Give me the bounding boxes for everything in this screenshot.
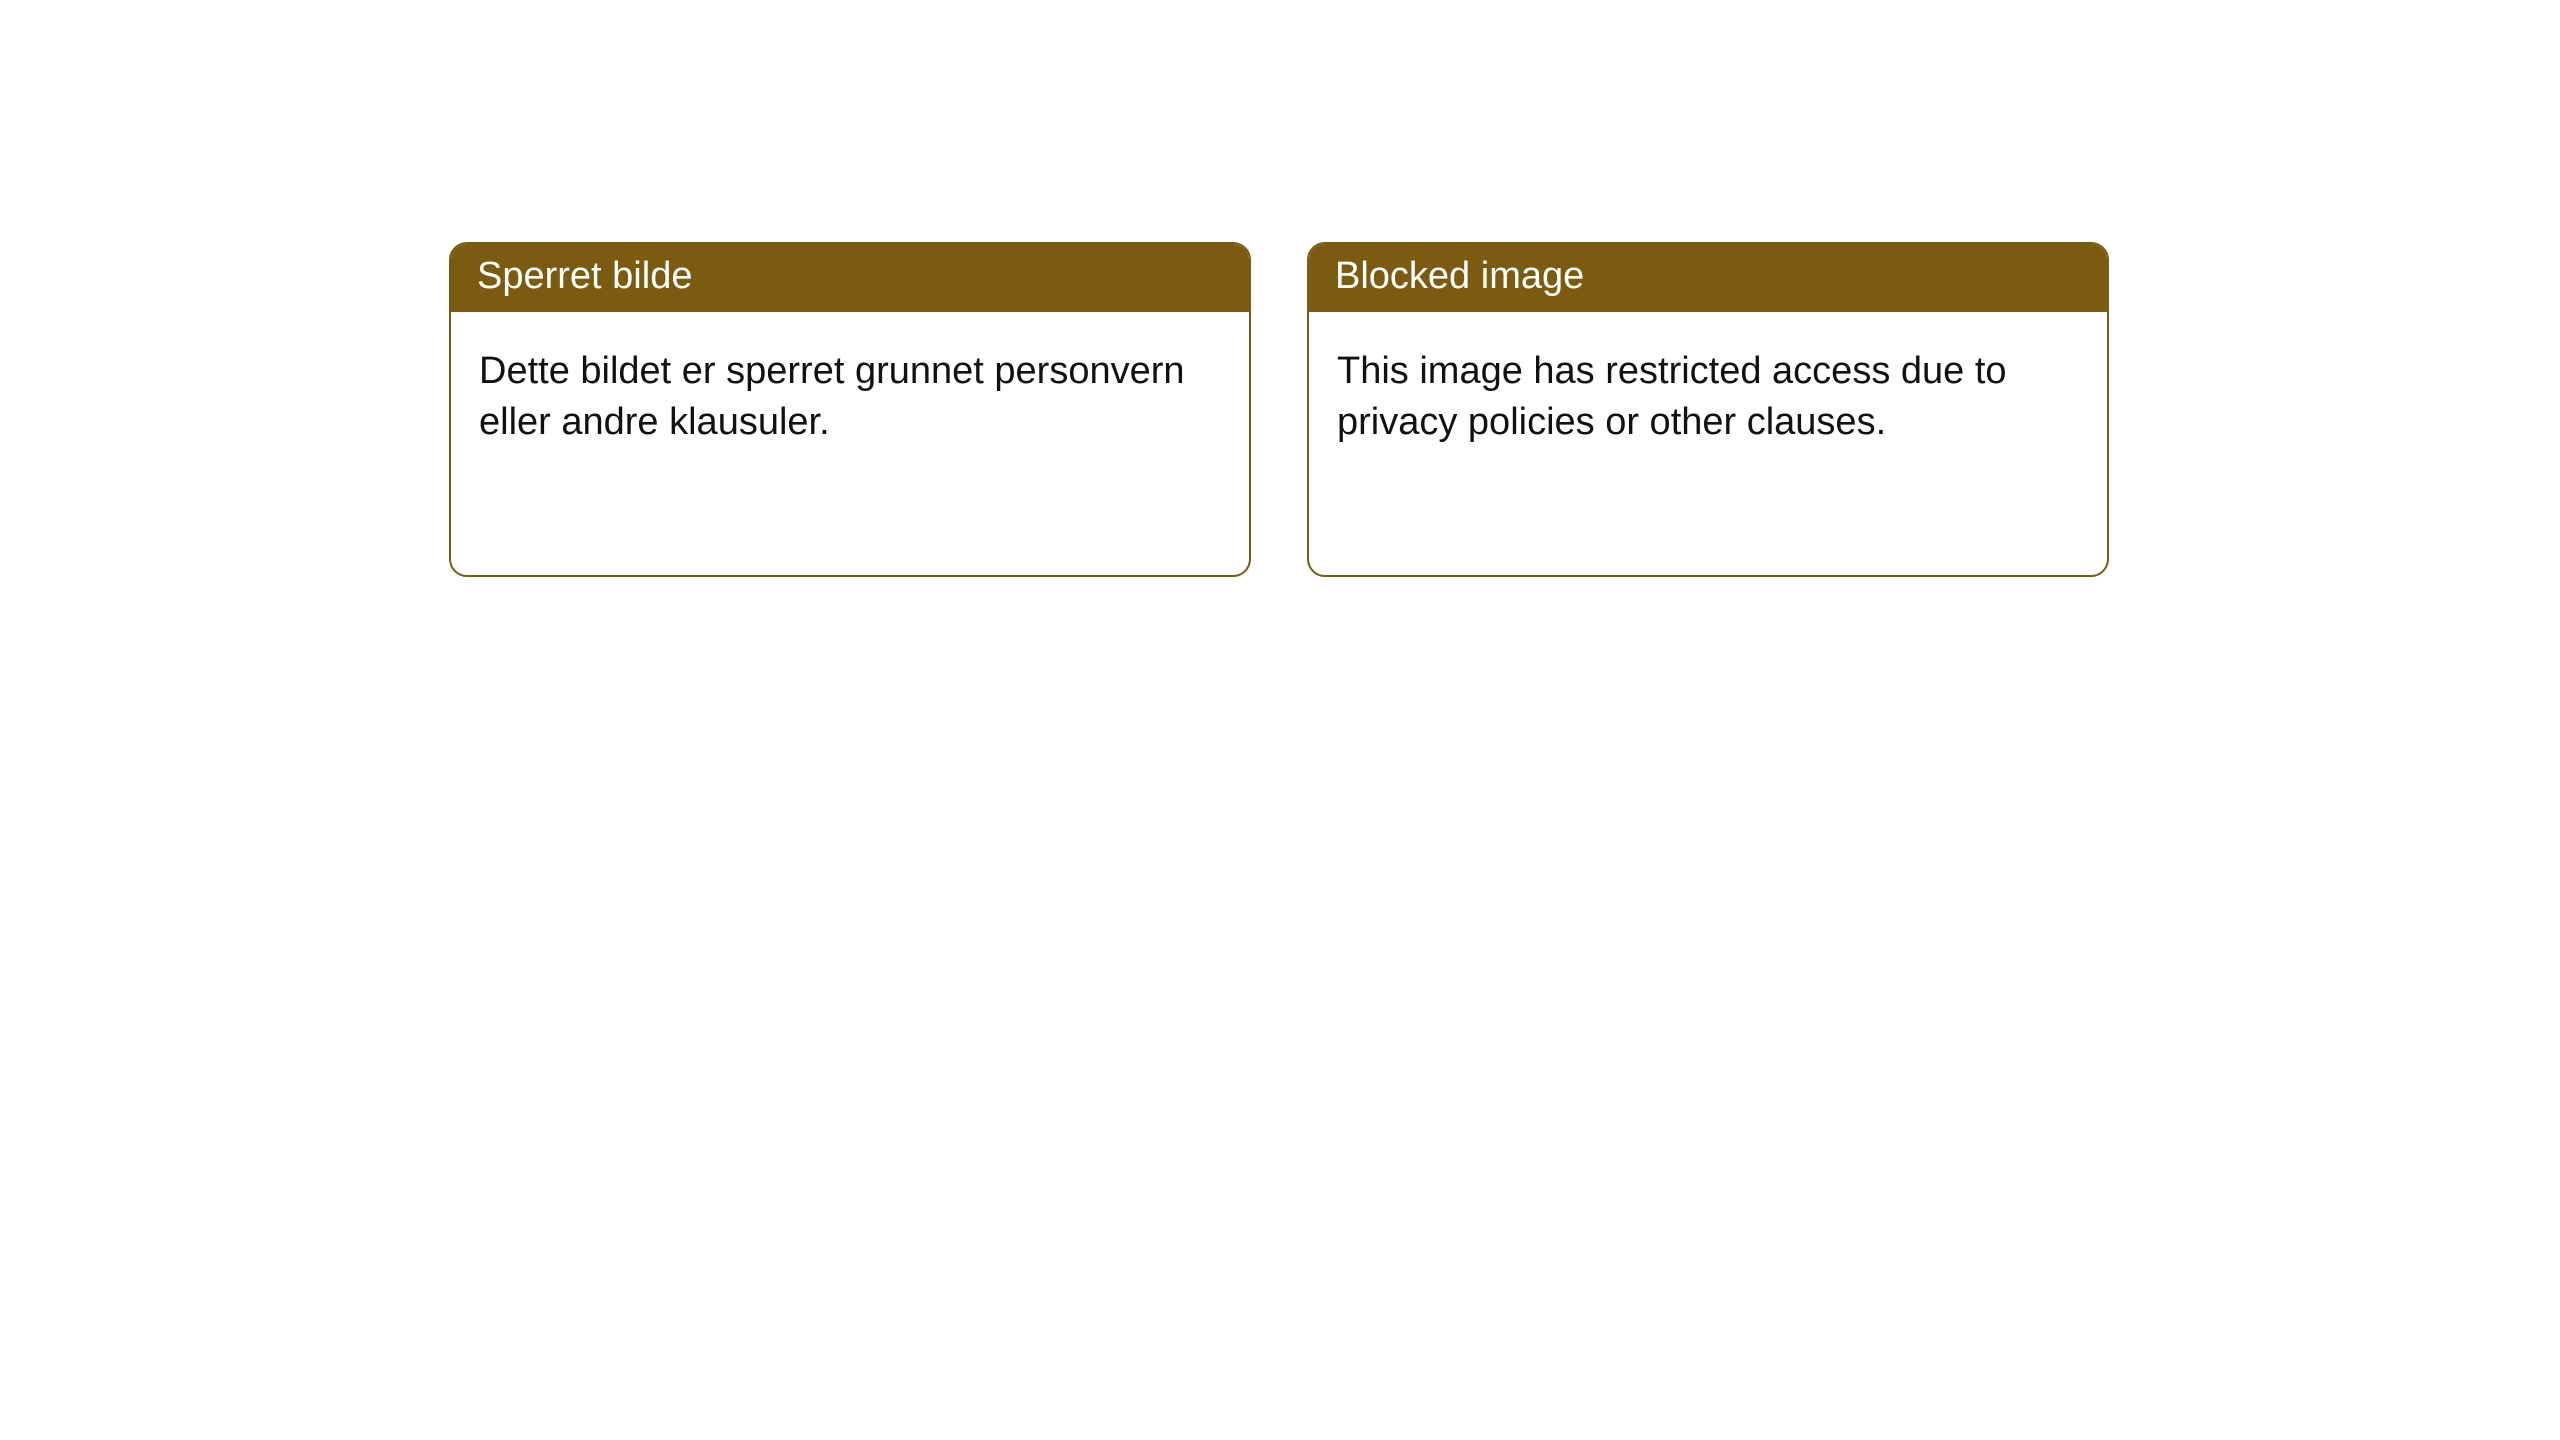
notice-cards-container: Sperret bilde Dette bildet er sperret gr…	[0, 0, 2560, 577]
card-body: Dette bildet er sperret grunnet personve…	[451, 312, 1249, 483]
card-title: Blocked image	[1335, 255, 1584, 297]
notice-card-english: Blocked image This image has restricted …	[1307, 242, 2109, 577]
card-body-text: Dette bildet er sperret grunnet personve…	[479, 350, 1185, 443]
card-body: This image has restricted access due to …	[1309, 312, 2107, 483]
card-body-text: This image has restricted access due to …	[1337, 350, 2007, 443]
notice-card-norwegian: Sperret bilde Dette bildet er sperret gr…	[449, 242, 1251, 577]
card-title: Sperret bilde	[477, 255, 692, 297]
card-header: Blocked image	[1309, 244, 2107, 312]
card-header: Sperret bilde	[451, 244, 1249, 312]
